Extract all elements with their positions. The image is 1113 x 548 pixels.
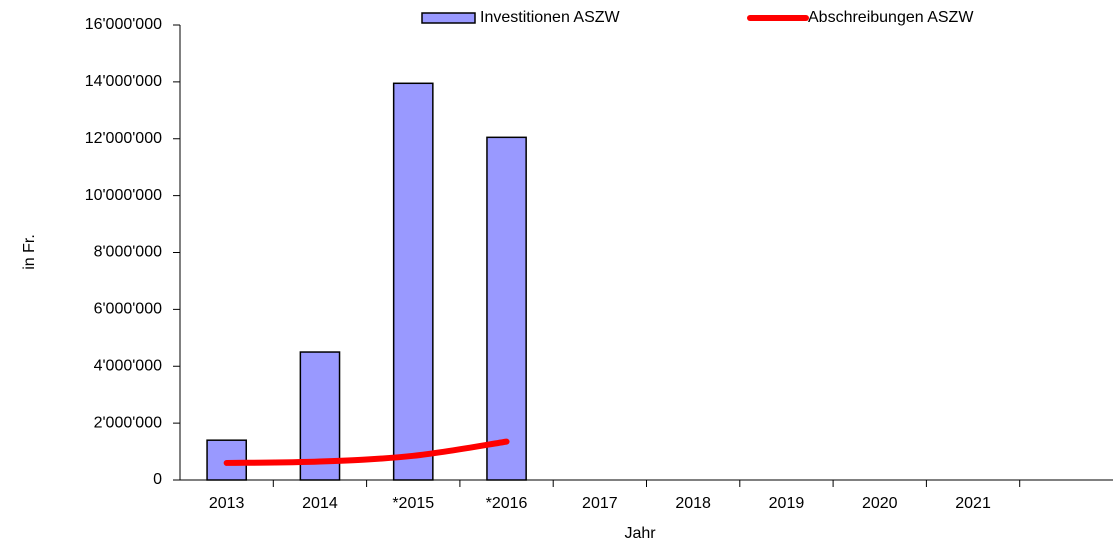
y-tick-label: 16'000'000 [85,16,162,33]
x-tick-label: 2013 [209,495,245,512]
x-tick-label: 2021 [955,495,991,512]
y-tick-label: 4'000'000 [94,357,163,374]
x-tick-label: 2020 [862,495,898,512]
bar [392,82,434,481]
y-tick-label: 12'000'000 [85,130,162,147]
line [223,438,510,466]
x-tick-label: *2016 [486,495,528,512]
y-axis-label: in Fr. [21,234,38,270]
bar [486,136,527,481]
y-tick-label: 2'000'000 [94,414,163,431]
y-tick-label: 0 [153,471,162,488]
x-tick-label: 2017 [582,495,618,512]
y-tick-label: 14'000'000 [85,73,162,90]
legend-label: Investitionen ASZW [480,9,621,26]
y-tick-label: 8'000'000 [94,244,163,261]
legend-swatch [421,12,476,24]
x-axis-label: Jahr [624,525,656,542]
y-tick-label: 6'000'000 [94,301,163,318]
x-tick-label: 2019 [769,495,805,512]
x-tick-label: 2014 [302,495,338,512]
legend-label: Abschreibungen ASZW [808,9,974,26]
y-tick-label: 10'000'000 [85,187,162,204]
x-tick-label: *2015 [392,495,434,512]
x-tick-label: 2018 [675,495,711,512]
